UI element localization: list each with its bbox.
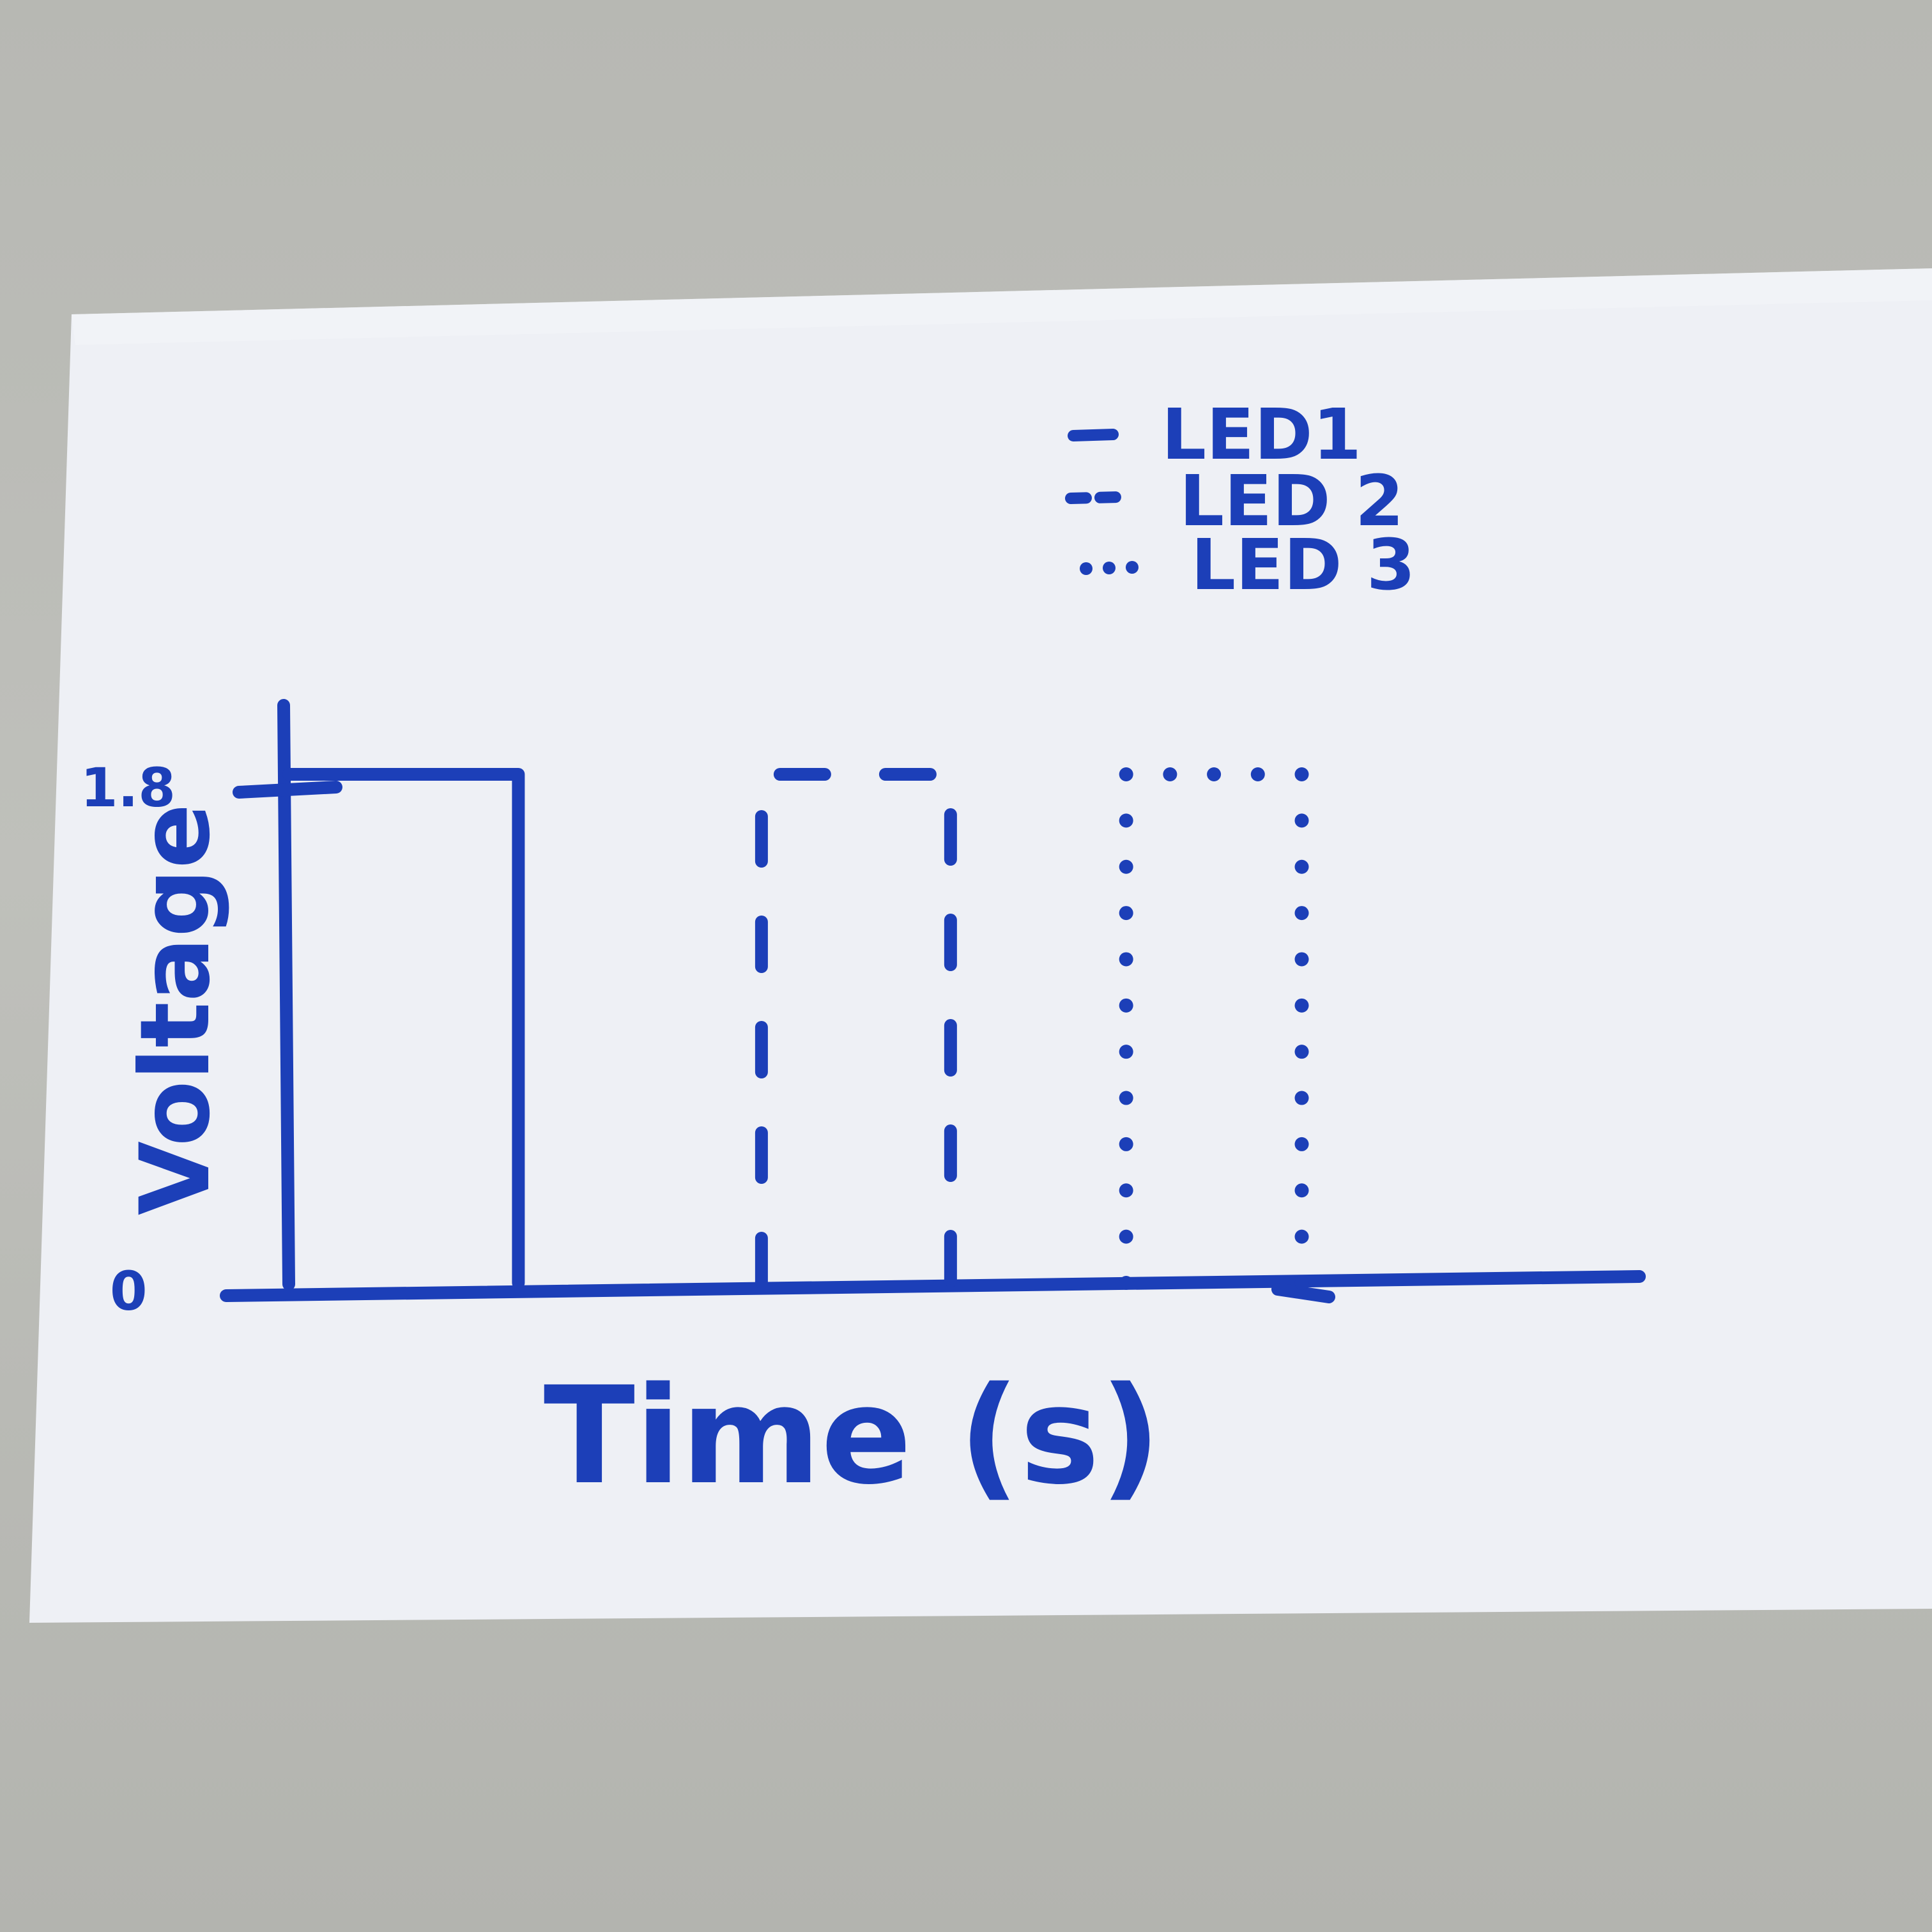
series-3-point-18 <box>1294 906 1309 921</box>
y-axis-label: Voltage <box>120 804 231 1215</box>
legend: LED1 LED 2 LED 3 <box>1065 394 1415 606</box>
series-3-point-25 <box>1294 1229 1309 1244</box>
series-3-point-9 <box>1119 859 1133 874</box>
series-3-point-16 <box>1294 813 1309 828</box>
y-tick-label-top: 1.8 <box>80 756 176 819</box>
series-3-point-24 <box>1294 1183 1309 1198</box>
y-axis <box>277 699 295 1291</box>
series-3-point-1 <box>1119 1229 1133 1244</box>
series-3-point-12 <box>1163 767 1177 781</box>
series-3-point-4 <box>1119 1091 1133 1105</box>
series-3-point-14 <box>1250 767 1265 781</box>
legend-dot <box>1103 562 1116 574</box>
legend-swatch-led3 <box>1080 561 1138 575</box>
series-1 <box>282 768 525 1289</box>
series-3-point-3 <box>1119 1137 1133 1151</box>
series-3-point-13 <box>1207 767 1222 781</box>
series-3-point-8 <box>1119 906 1133 921</box>
legend-label-led2: LED 2 <box>1179 460 1404 542</box>
legend-swatch-led1 <box>1068 429 1119 441</box>
y-tick-1-8 <box>233 781 342 799</box>
axes <box>220 699 1646 1303</box>
series-3-point-20 <box>1294 998 1309 1013</box>
series-1-line <box>282 768 525 1289</box>
series-2 <box>755 768 957 1289</box>
series-3-point-15 <box>1294 767 1309 781</box>
x-axis-label: Time (s) <box>544 1358 1162 1514</box>
series-3-point-11 <box>1119 767 1133 781</box>
legend-dot <box>1080 562 1092 575</box>
series-3-point-22 <box>1294 1091 1309 1105</box>
series-3-point-23 <box>1294 1137 1309 1151</box>
series-3-point-26 <box>1294 1276 1309 1290</box>
legend-dot <box>1126 561 1138 574</box>
series-3-point-21 <box>1294 1045 1309 1059</box>
series-3-point-19 <box>1294 952 1309 967</box>
legend-swatch-led2 <box>1065 491 1125 504</box>
legend-label-led3: LED 3 <box>1191 524 1415 606</box>
series-layer <box>282 767 1309 1290</box>
series-2-line <box>755 768 957 1289</box>
series-3 <box>1119 767 1309 1290</box>
series-3-point-2 <box>1119 1183 1133 1198</box>
series-3-point-6 <box>1119 998 1133 1013</box>
series-3-point-0 <box>1119 1276 1133 1290</box>
y-tick-label-bottom: 0 <box>110 1260 147 1322</box>
x-axis <box>220 1270 1646 1302</box>
paper-highlight <box>72 268 1932 345</box>
x-axis-stroke <box>1271 1283 1335 1303</box>
series-3-point-5 <box>1119 1045 1133 1059</box>
series-3-point-10 <box>1119 813 1133 828</box>
series-3-point-7 <box>1119 952 1133 967</box>
legend-label-led1: LED1 <box>1162 394 1361 475</box>
series-3-point-17 <box>1294 859 1309 874</box>
